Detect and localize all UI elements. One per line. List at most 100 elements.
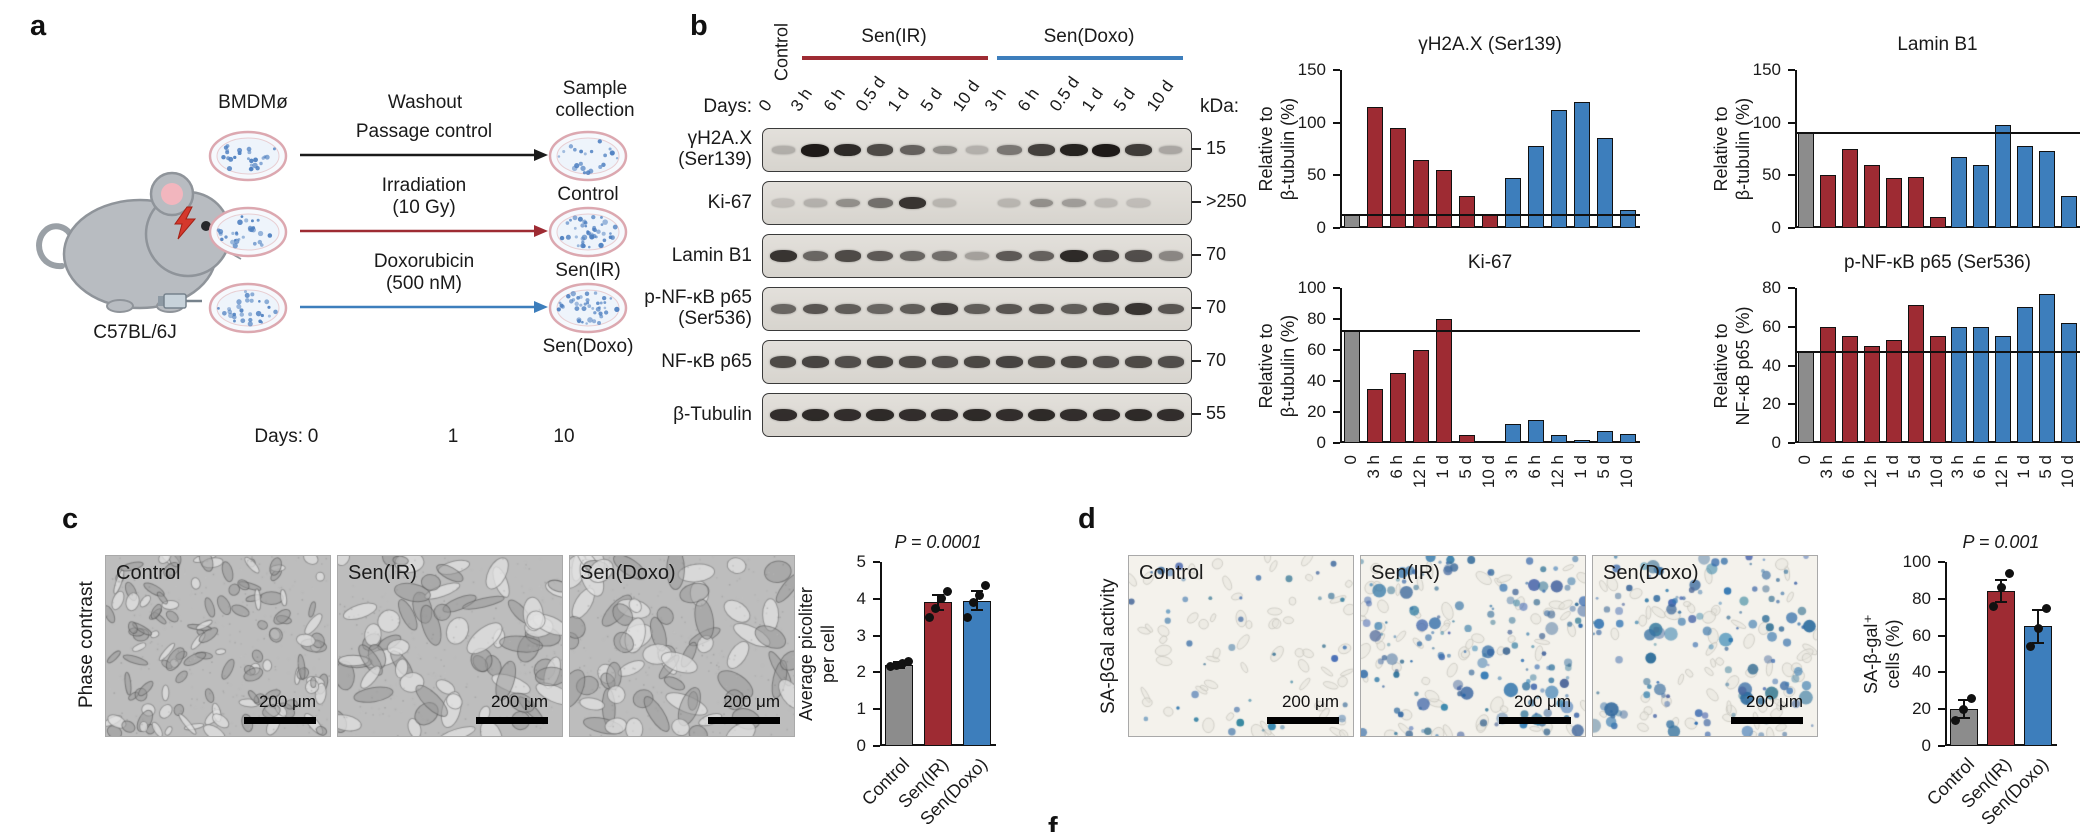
y-tick-label: 2: [856, 662, 866, 682]
blot-band: [898, 408, 926, 422]
bar-10 d: [1929, 217, 1946, 228]
blot-band: [801, 143, 830, 157]
error-cap: [1957, 699, 1970, 701]
syringe-icon: [158, 293, 202, 309]
micrograph-image: [1361, 556, 1585, 736]
x-tick-label: 12 h: [1548, 455, 1568, 489]
kda-value: >250: [1206, 191, 1247, 211]
blot-band: [867, 198, 893, 208]
panel-d-label: d: [1078, 503, 1096, 535]
bar-5 d: [2039, 151, 2056, 228]
mouse-eye: [201, 221, 211, 231]
chart-plot: [1795, 70, 2080, 228]
blot-band: [1127, 199, 1150, 207]
y-tick-label: 100: [1297, 278, 1326, 297]
lane-label: 6 h: [819, 84, 849, 115]
y-tick-mark: [1788, 325, 1795, 328]
blot-band: [933, 199, 956, 207]
bar-3 h: [1951, 326, 1968, 443]
micrograph-image: [1593, 556, 1817, 736]
data-point: [891, 660, 901, 670]
bar-10 d: [1929, 336, 1946, 443]
mouse-strain-label: C57BL/6J: [93, 322, 177, 343]
bar-10 d: [2061, 322, 2078, 443]
blot-band: [931, 303, 958, 315]
bar-12 h: [1863, 164, 1880, 228]
y-tick-label: 100: [1752, 112, 1781, 132]
blot-band: [996, 356, 1023, 368]
error-cap: [2032, 608, 2045, 611]
blot-band: [1125, 356, 1152, 368]
chart-plot: [1340, 288, 1640, 443]
chart-Average picoliter: P = 0.0001 Average picoliter per cell 0 1 2 3…: [788, 528, 1004, 832]
error-cap: [1995, 579, 2007, 582]
kda-tick: [1192, 413, 1201, 415]
blot-band: [1092, 250, 1120, 262]
blot-name: p-NF-κB p65 (Ser536): [644, 287, 752, 329]
treatment-label-irradiation: Irradiation (10 Gy): [381, 175, 467, 219]
mouse-foot: [106, 299, 134, 313]
data-point: [1996, 583, 2006, 593]
chart-title: Ki-67: [1467, 252, 1513, 273]
y-tick-label: 100: [1297, 112, 1326, 132]
blot-band: [899, 250, 925, 262]
y-tick-label: 60: [1912, 625, 1931, 645]
blot-name: Ki-67: [707, 191, 752, 213]
blot-band: [1092, 408, 1120, 422]
scale-bar-label: 200 μm: [490, 692, 548, 711]
bar-3 h: [1819, 326, 1836, 443]
y-axis-label: Average picoliter per cell: [796, 587, 838, 721]
x-tick-label: 10 d: [2058, 455, 2078, 489]
y-tick-label: 150: [1752, 60, 1781, 79]
x-tick-label: 0: [1340, 455, 1360, 465]
blot-band: [996, 250, 1023, 262]
blot-strip: [762, 393, 1192, 437]
blot-band: [1062, 198, 1086, 208]
y-tick-mark: [873, 597, 880, 600]
y-tick-mark: [1938, 597, 1945, 600]
chart-Ki-67: Ki-67 Relative to β-tubulin (%) 0 20 40 60 80 1…: [1244, 246, 1648, 556]
y-tick-mark: [1333, 380, 1340, 382]
data-point: [1951, 715, 1961, 725]
blot-band: [801, 408, 830, 422]
reference-line: [1340, 214, 1640, 217]
blot-band: [835, 198, 860, 208]
x-tick-label: 12 h: [1409, 455, 1429, 489]
x-tick-label: 5 d: [1455, 455, 1475, 479]
y-tick-mark: [1938, 671, 1945, 674]
bar-10 d: [1482, 441, 1498, 444]
y-tick-mark: [873, 561, 880, 563]
y-tick-mark: [873, 634, 880, 637]
data-point: [2025, 642, 2035, 652]
blot-name: NF-κB p65: [661, 350, 752, 372]
bar-3 h: [1951, 157, 1968, 228]
x-tick-label: 3 h: [1948, 455, 1968, 479]
senir-group-underline: [802, 56, 988, 60]
bar-6 h: [1973, 164, 1990, 228]
y-tick-mark: [1938, 708, 1945, 711]
y-tick-label: 0: [1316, 218, 1326, 237]
bar-12 h: [1863, 346, 1880, 443]
data-point: [897, 658, 907, 668]
blot-strip: [762, 181, 1192, 225]
bar-1 d: [1885, 340, 1902, 443]
blot-band: [769, 249, 797, 263]
kda-value: 15: [1206, 138, 1227, 158]
bar-5 d: [1907, 305, 1924, 443]
micrograph-control: Control 200 μm: [105, 555, 331, 737]
panel-b-label: b: [690, 10, 708, 42]
blot-band: [866, 356, 894, 368]
bar-1 d: [1574, 439, 1591, 443]
y-tick-mark: [1333, 121, 1340, 124]
x-tick-label: 10 d: [1479, 455, 1498, 489]
y-tick-mark: [873, 671, 880, 674]
y-tick-label: 40: [1307, 371, 1326, 390]
x-tick-label: 5 d: [1904, 455, 1924, 479]
y-tick-label: 150: [1297, 60, 1326, 79]
y-tick-label: 80: [1912, 588, 1931, 608]
result-label-sendoxo: Sen(Doxo): [542, 336, 634, 357]
blot-band: [1028, 303, 1055, 315]
bar-5 d: [1458, 196, 1475, 228]
result-label-senir: Sen(IR): [555, 260, 621, 281]
y-tick-mark: [1788, 227, 1795, 229]
